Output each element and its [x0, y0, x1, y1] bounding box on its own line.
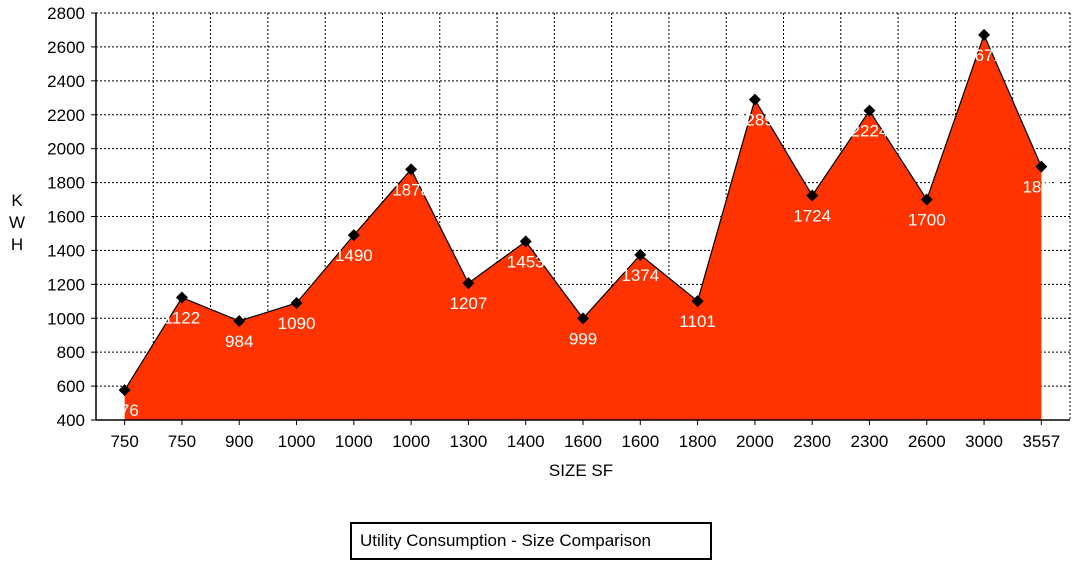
data-point	[577, 312, 589, 325]
data-point	[863, 104, 876, 117]
data-label: 1894	[1022, 178, 1060, 197]
y-tick-label: 2200	[47, 106, 85, 125]
x-tick-label: 2300	[851, 432, 889, 451]
data-label: 1700	[908, 211, 946, 230]
y-tick-label: 600	[57, 377, 85, 396]
data-label: 576	[110, 401, 138, 420]
data-point	[347, 229, 360, 242]
x-tick-label: 1600	[564, 432, 602, 451]
y-tick-label: 1600	[47, 208, 85, 227]
x-tick-label: 2600	[908, 432, 946, 451]
data-point	[175, 291, 188, 304]
y-tick-label: 1400	[47, 241, 85, 260]
axes	[95, 13, 1070, 421]
markers	[118, 28, 1048, 397]
x-tick-label: 1000	[335, 432, 373, 451]
data-label: 1724	[793, 206, 831, 225]
data-point	[405, 163, 418, 176]
x-tick-label: 2000	[736, 432, 774, 451]
data-point	[233, 314, 246, 327]
y-tick-label: 2600	[47, 38, 85, 57]
data-label: 1122	[164, 309, 201, 328]
legend: Utility Consumption - Size Comparison	[350, 522, 712, 560]
x-tick-label: 1600	[621, 432, 659, 451]
data-label: 2224	[851, 122, 889, 141]
data-point	[691, 295, 704, 308]
y-tick-label: 800	[57, 343, 85, 362]
y-tick-label: 2400	[47, 72, 85, 91]
data-label: 1878	[392, 180, 430, 199]
data-point	[462, 277, 475, 290]
data-label: 2671	[965, 46, 1003, 65]
y-axis-label: KWH	[9, 191, 25, 254]
y-axis-label-char: K	[11, 191, 23, 210]
y-tick-label: 2000	[47, 140, 85, 159]
data-labels: 576 1122 984 1090 1490 1878 1207 1453 999 1374 110…	[110, 46, 1060, 420]
x-tick-label: 1800	[679, 432, 717, 451]
x-tick-label: 3557	[1022, 432, 1060, 451]
x-tick-label: 900	[225, 432, 253, 451]
data-label: 984	[225, 332, 253, 351]
x-axis-label: SIZE SF	[549, 461, 613, 480]
data-label: 1374	[621, 266, 659, 285]
y-tick-label: 400	[57, 411, 85, 430]
data-point	[519, 235, 532, 248]
x-tick-label: 1000	[278, 432, 316, 451]
data-label: 1090	[278, 314, 316, 333]
data-point	[748, 93, 761, 106]
legend-label: Utility Consumption - Size Comparison	[360, 531, 651, 550]
data-label: 1453	[507, 252, 545, 271]
x-tick-label: 1300	[449, 432, 487, 451]
x-tick-label: 2300	[793, 432, 831, 451]
x-tick-label: 3000	[965, 432, 1003, 451]
data-point	[978, 28, 991, 41]
series-area	[124, 34, 1042, 420]
data-label: 1101	[679, 312, 716, 331]
y-tick-label: 1200	[47, 275, 85, 294]
data-point	[290, 296, 303, 309]
y-axis-label-char: H	[11, 235, 23, 254]
data-label: 999	[569, 329, 597, 348]
x-axis-ticks: 750 750 900 1000 1000 1000 1300 1400 1600 1600 180…	[110, 420, 1060, 451]
x-tick-label: 750	[168, 432, 196, 451]
y-axis-ticks: 400 600 800 1000 1200 1400 1600 1800 2000 2200 240…	[47, 4, 96, 430]
data-point	[920, 193, 933, 206]
y-tick-label: 1000	[47, 309, 85, 328]
data-label: 1207	[449, 294, 487, 313]
y-axis-label-char: W	[9, 213, 25, 232]
x-tick-label: 1000	[392, 432, 430, 451]
x-tick-label: 1400	[507, 432, 545, 451]
data-point	[1035, 160, 1048, 173]
y-tick-label: 1800	[47, 174, 85, 193]
data-point	[118, 384, 131, 397]
y-tick-label: 2800	[47, 4, 85, 23]
data-label: 2289	[736, 111, 774, 130]
data-point	[806, 189, 819, 202]
x-tick-label: 750	[110, 432, 138, 451]
data-label: 1490	[335, 246, 373, 265]
data-point	[634, 248, 647, 261]
